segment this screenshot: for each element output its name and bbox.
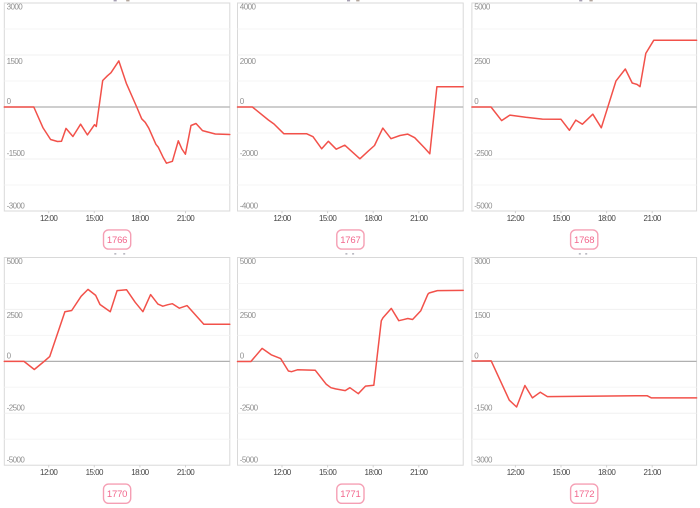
svg-text:0: 0 [474,351,479,360]
svg-text:18:00: 18:00 [131,468,149,477]
svg-text:1771: 1771 [340,489,360,500]
svg-text:18:00: 18:00 [365,214,383,223]
svg-text:5000: 5000 [474,3,491,12]
svg-text:18:00: 18:00 [598,214,616,223]
svg-text:0: 0 [474,97,479,106]
svg-text:1766: 1766 [107,235,127,246]
svg-text:12:00: 12:00 [507,468,525,477]
svg-text:-3000: -3000 [474,456,493,465]
svg-text:12:00: 12:00 [273,214,291,223]
svg-text:1500: 1500 [7,57,24,66]
svg-text:12:00: 12:00 [40,214,58,223]
svg-text:1767: 1767 [340,235,360,246]
svg-text:1770: 1770 [107,489,127,500]
svg-text:0: 0 [7,351,12,360]
svg-text:-5000: -5000 [7,456,26,465]
svg-text:15:00: 15:00 [86,214,104,223]
svg-text:1768: 1768 [574,235,594,246]
svg-text:21:00: 21:00 [410,468,428,477]
svg-text:15:00: 15:00 [552,214,570,223]
svg-text:0: 0 [7,97,12,106]
svg-text:3000: 3000 [474,257,491,266]
svg-text:0: 0 [240,351,245,360]
svg-text:-2500: -2500 [474,149,493,158]
svg-text:4000: 4000 [240,3,257,12]
svg-text:18:00: 18:00 [131,214,149,223]
svg-text:21:00: 21:00 [177,214,195,223]
svg-text:5000: 5000 [240,257,257,266]
svg-text:2500: 2500 [7,311,24,320]
svg-text:18:00: 18:00 [598,468,616,477]
svg-text:-4000: -4000 [240,201,259,210]
svg-text:12:00: 12:00 [507,214,525,223]
svg-text:15:00: 15:00 [319,468,337,477]
svg-text:-3000: -3000 [7,201,26,210]
svg-text:12:00: 12:00 [40,468,58,477]
svg-text:1772: 1772 [574,489,594,500]
svg-text:3000: 3000 [7,3,24,12]
svg-text:1500: 1500 [474,311,491,320]
svg-text:-2500: -2500 [7,403,26,412]
svg-text:21:00: 21:00 [177,468,195,477]
svg-text:-1500: -1500 [474,403,493,412]
svg-text:5000: 5000 [7,257,24,266]
svg-text:21:00: 21:00 [644,214,662,223]
svg-text:12:00: 12:00 [273,468,291,477]
svg-text:-1500: -1500 [7,149,26,158]
svg-text:-5000: -5000 [474,201,493,210]
svg-text:2500: 2500 [240,311,257,320]
svg-text:-2500: -2500 [240,403,259,412]
svg-text:0: 0 [240,97,245,106]
svg-text:-5000: -5000 [240,456,259,465]
svg-text:-2000: -2000 [240,149,259,158]
svg-text:2000: 2000 [240,57,257,66]
svg-text:15:00: 15:00 [552,468,570,477]
svg-text:18:00: 18:00 [365,468,383,477]
svg-text:15:00: 15:00 [319,214,337,223]
svg-text:21:00: 21:00 [410,214,428,223]
svg-text:2500: 2500 [474,57,491,66]
svg-text:15:00: 15:00 [86,468,104,477]
svg-text:21:00: 21:00 [644,468,662,477]
